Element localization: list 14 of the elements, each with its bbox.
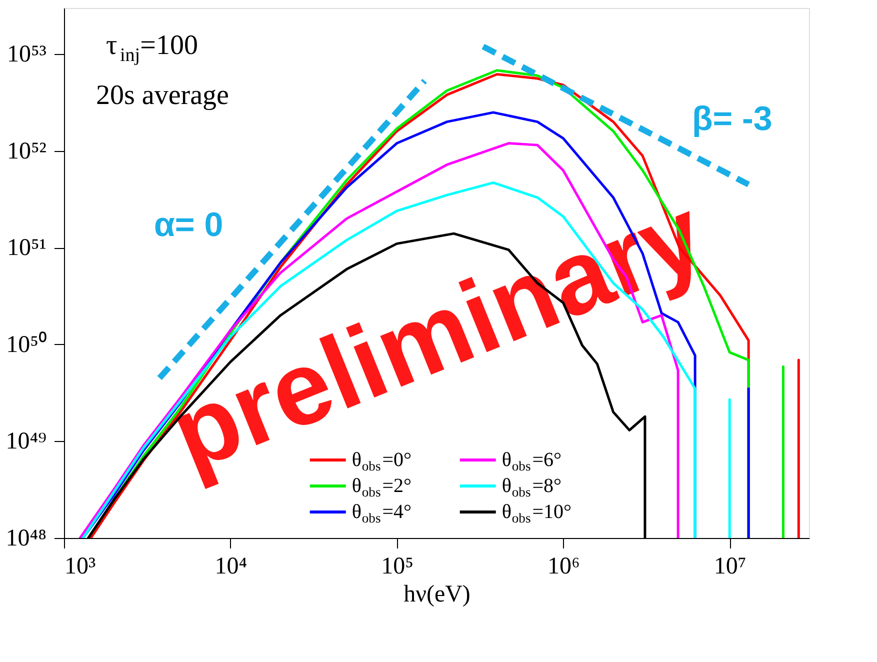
y-tick-label: 10⁵¹ — [6, 235, 46, 262]
y-tick-label: 10⁵⁰ — [6, 330, 46, 358]
y-tick-label: 10⁴⁸ — [6, 526, 46, 552]
annotation: β= -3 — [692, 100, 772, 138]
y-tick-label: 10⁵² — [6, 138, 46, 164]
x-tick-label: 10⁵ — [381, 554, 414, 580]
x-tick-label: 10⁷ — [714, 554, 746, 580]
y-tick-label: 10⁵³ — [6, 42, 46, 68]
x-tick-label: 10³ — [64, 554, 96, 580]
x-tick-label: 10⁴ — [214, 554, 248, 580]
x-tick-label: 10⁶ — [548, 554, 580, 580]
annotation: 20s average — [96, 80, 229, 111]
y-tick-label: 10⁴⁹ — [6, 428, 46, 455]
x-axis-title: hν(eV) — [404, 582, 470, 608]
